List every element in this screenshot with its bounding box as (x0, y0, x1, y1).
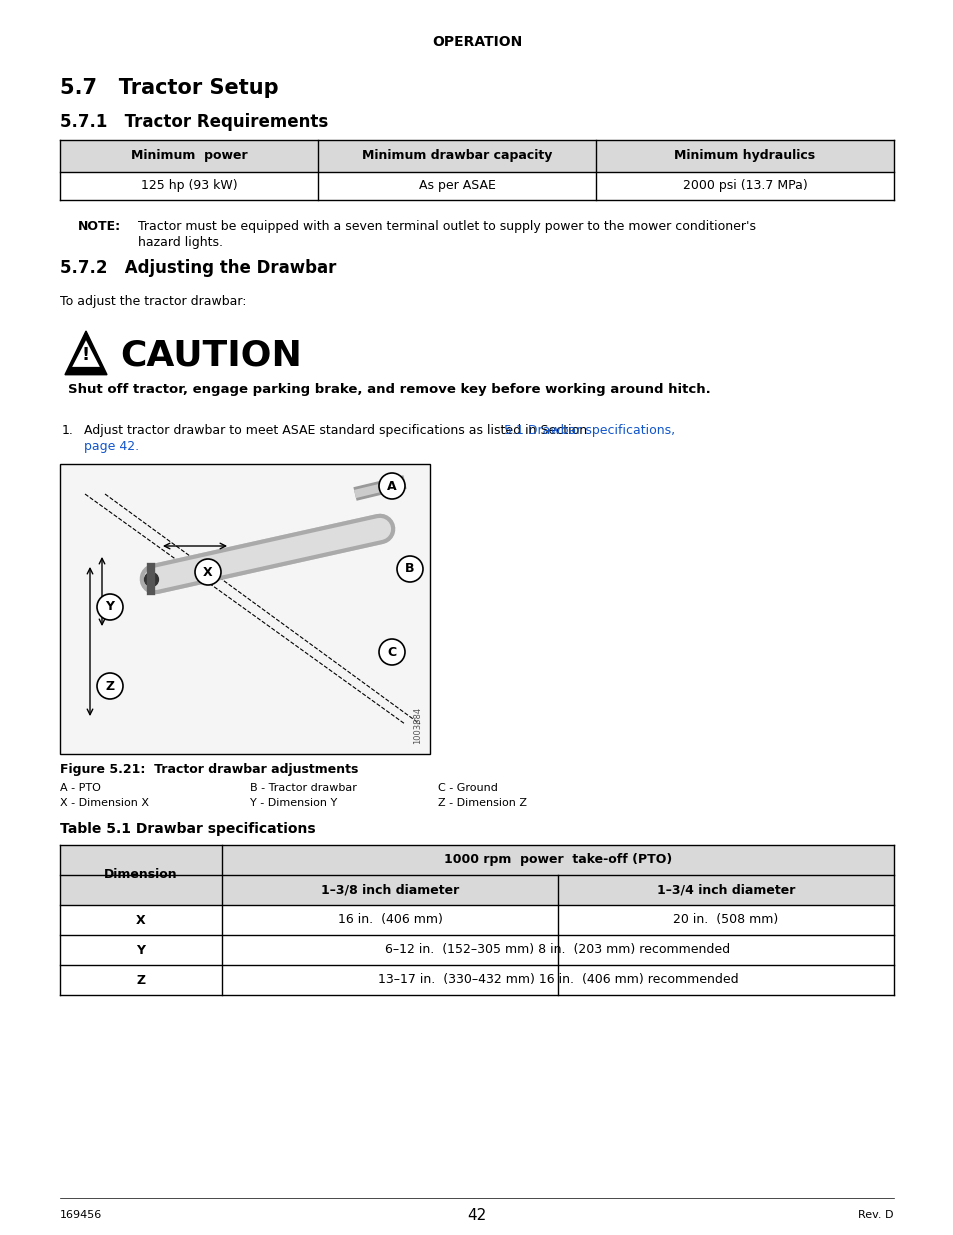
Text: Dimension: Dimension (104, 868, 177, 882)
Text: hazard lights.: hazard lights. (138, 236, 223, 249)
Text: Z: Z (106, 679, 114, 693)
Text: 125 hp (93 kW): 125 hp (93 kW) (140, 179, 237, 193)
Text: 1003884: 1003884 (413, 706, 421, 743)
Text: 1–3/8 inch diameter: 1–3/8 inch diameter (320, 883, 458, 897)
Text: A - PTO: A - PTO (60, 783, 101, 793)
Text: Y: Y (136, 944, 146, 956)
Bar (60, 140, 893, 172)
Text: 16 in.  (406 mm): 16 in. (406 mm) (337, 914, 442, 926)
Text: 20 in.  (508 mm): 20 in. (508 mm) (673, 914, 778, 926)
Circle shape (97, 594, 123, 620)
Text: Adjust tractor drawbar to meet ASAE standard specifications as listed in Section: Adjust tractor drawbar to meet ASAE stan… (84, 424, 591, 437)
Polygon shape (72, 340, 100, 367)
Text: Table 5.1 Drawbar specifications: Table 5.1 Drawbar specifications (60, 823, 315, 836)
Text: C: C (387, 646, 396, 658)
Text: 13–17 in.  (330–432 mm) 16 in.  (406 mm) recommended: 13–17 in. (330–432 mm) 16 in. (406 mm) r… (377, 973, 738, 987)
Text: Minimum hydraulics: Minimum hydraulics (674, 149, 815, 163)
Polygon shape (65, 331, 107, 374)
Bar (60, 464, 430, 755)
Text: Tractor must be equipped with a seven terminal outlet to supply power to the mow: Tractor must be equipped with a seven te… (138, 220, 755, 233)
Text: B: B (405, 562, 415, 576)
Text: X: X (136, 914, 146, 926)
Text: Rev. D: Rev. D (858, 1210, 893, 1220)
Circle shape (97, 673, 123, 699)
Text: NOTE:: NOTE: (78, 220, 121, 233)
Text: 1–3/4 inch diameter: 1–3/4 inch diameter (656, 883, 795, 897)
Circle shape (194, 559, 221, 585)
Text: CAUTION: CAUTION (120, 338, 301, 373)
Text: C - Ground: C - Ground (437, 783, 497, 793)
Text: Y: Y (106, 600, 114, 614)
Text: 5.7.2   Adjusting the Drawbar: 5.7.2 Adjusting the Drawbar (60, 259, 336, 277)
Text: To adjust the tractor drawbar:: To adjust the tractor drawbar: (60, 295, 246, 309)
Circle shape (378, 638, 405, 664)
Text: Z - Dimension Z: Z - Dimension Z (437, 798, 526, 808)
Text: 1.: 1. (62, 424, 73, 437)
Text: X: X (203, 566, 213, 578)
Text: Shut off tractor, engage parking brake, and remove key before working around hit: Shut off tractor, engage parking brake, … (68, 384, 710, 396)
Text: 42: 42 (467, 1208, 486, 1223)
Text: A: A (387, 479, 396, 493)
Text: Minimum drawbar capacity: Minimum drawbar capacity (361, 149, 552, 163)
Circle shape (378, 473, 405, 499)
Text: Z: Z (136, 973, 146, 987)
Text: 169456: 169456 (60, 1210, 102, 1220)
Text: Minimum  power: Minimum power (131, 149, 247, 163)
Text: page 42.: page 42. (84, 440, 139, 453)
Text: 5.1 Drawbar specifications,: 5.1 Drawbar specifications, (503, 424, 674, 437)
Bar (60, 876, 893, 905)
Text: 5.7.1   Tractor Requirements: 5.7.1 Tractor Requirements (60, 112, 328, 131)
Bar (60, 845, 893, 876)
Text: 1000 rpm  power  take-off (PTO): 1000 rpm power take-off (PTO) (443, 853, 672, 867)
Text: 6–12 in.  (152–305 mm) 8 in.  (203 mm) recommended: 6–12 in. (152–305 mm) 8 in. (203 mm) rec… (385, 944, 730, 956)
Text: X - Dimension X: X - Dimension X (60, 798, 149, 808)
Text: As per ASAE: As per ASAE (418, 179, 495, 193)
Text: !: ! (82, 346, 90, 364)
Text: Y - Dimension Y: Y - Dimension Y (250, 798, 337, 808)
Text: OPERATION: OPERATION (432, 35, 521, 49)
Text: 2000 psi (13.7 MPa): 2000 psi (13.7 MPa) (682, 179, 806, 193)
Text: B - Tractor drawbar: B - Tractor drawbar (250, 783, 356, 793)
Text: Figure 5.21:  Tractor drawbar adjustments: Figure 5.21: Tractor drawbar adjustments (60, 763, 358, 777)
Text: 5.7   Tractor Setup: 5.7 Tractor Setup (60, 78, 278, 98)
Circle shape (396, 556, 422, 582)
